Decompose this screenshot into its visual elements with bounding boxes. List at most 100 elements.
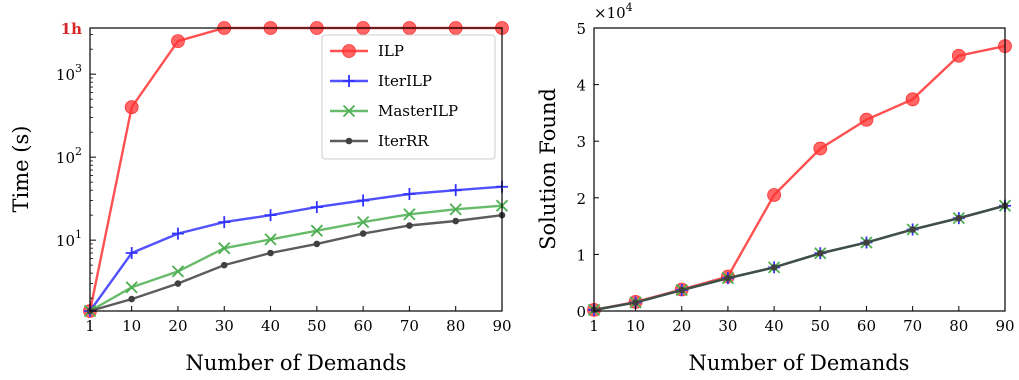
x-tick-label: 50 — [811, 317, 830, 335]
point-masterilp — [218, 242, 231, 255]
solution-chart-xlabel: Number of Demands — [689, 351, 910, 375]
y-tick-1h: 1h — [61, 20, 82, 38]
point-masterilp — [403, 208, 416, 221]
point-iterrr — [174, 280, 182, 287]
y-tick-exp: 3 — [75, 62, 82, 75]
point-ilp — [951, 48, 966, 63]
point-ilp — [171, 34, 185, 49]
time-chart-frame — [89, 27, 503, 312]
y-tick-label: 101 — [56, 228, 82, 250]
point-iterrr — [128, 295, 135, 303]
x-tick-label: 30 — [215, 317, 234, 335]
point-masterilp — [310, 224, 323, 237]
series-line-ilp — [593, 44, 1006, 312]
legend-marker-masterilp — [342, 104, 356, 118]
point-iterilp — [357, 194, 370, 207]
point-masterilp — [125, 281, 138, 294]
y-tick-label: 2 — [576, 190, 586, 208]
point-iterrr — [955, 214, 963, 222]
solution-chart-series — [587, 39, 1012, 317]
time-chart-xlabel: Number of Demands — [186, 351, 407, 375]
x-tick-label: 10 — [122, 317, 141, 335]
point-ilp — [767, 188, 782, 202]
y-tick-label: 3 — [576, 133, 586, 151]
multiplier-base: ×10 — [594, 4, 626, 22]
point-iterrr — [452, 217, 460, 225]
point-iterilp — [403, 187, 416, 200]
legend-label-iterilp: IterILP — [378, 72, 432, 90]
y-tick-label: 102 — [56, 145, 82, 167]
legend-marker-iterilp — [343, 75, 355, 87]
y-tick-exp: 2 — [75, 145, 82, 158]
point-ilp — [859, 112, 874, 127]
series-line-iterrr — [593, 204, 1006, 312]
series-line-iterilp — [89, 185, 503, 312]
y-tick-base: 10 — [56, 149, 75, 167]
y-tick-base: 10 — [56, 232, 75, 250]
y-tick-label: 103 — [56, 62, 82, 84]
point-masterilp — [356, 215, 370, 229]
x-tick-label: 70 — [903, 317, 922, 335]
point-iterrr — [678, 286, 686, 294]
solution-chart-frame — [593, 27, 1006, 312]
x-tick-label: 60 — [354, 317, 373, 335]
x-tick-label: 60 — [857, 317, 876, 335]
x-tick-label: 80 — [446, 317, 465, 335]
series-iterrr — [590, 202, 1009, 314]
y-tick-label: 5 — [576, 20, 586, 38]
x-tick-label: 10 — [626, 317, 645, 335]
point-iterrr — [359, 230, 367, 237]
point-masterilp — [449, 203, 462, 216]
x-tick-label: 30 — [718, 317, 737, 335]
x-tick-label: 40 — [261, 317, 280, 335]
point-ilp — [813, 141, 828, 156]
point-iterilp — [310, 201, 323, 214]
series-line-iterrr — [89, 214, 503, 313]
point-iterrr — [909, 226, 916, 233]
x-tick-label: 90 — [492, 317, 511, 335]
x-tick-label: 1 — [85, 317, 95, 335]
point-iterrr — [770, 264, 778, 271]
point-iterilp — [218, 216, 231, 229]
solution-chart-ylabel: Solution Found — [536, 88, 560, 250]
x-tick-label: 20 — [168, 317, 187, 335]
time-chart-legend: ILP IterILP MasterILP IterRR — [321, 34, 496, 160]
y-tick-label: 1 — [576, 246, 586, 264]
legend-marker-iterrr — [345, 137, 353, 145]
series-line-masterilp — [89, 204, 503, 313]
x-tick-label: 80 — [949, 317, 968, 335]
y-tick-exp: 1 — [75, 228, 82, 241]
point-iterrr — [313, 240, 321, 248]
point-iterilp — [449, 184, 462, 197]
series-ilp — [587, 39, 1012, 317]
point-iterrr — [632, 299, 639, 306]
legend-box — [321, 34, 496, 160]
point-iterilp — [125, 246, 138, 259]
point-masterilp — [171, 265, 185, 278]
point-iterrr — [406, 222, 413, 229]
legend-label-iterrr: IterRR — [378, 132, 429, 150]
y-tick-label: 4 — [576, 77, 586, 95]
series-iterrr — [86, 211, 506, 315]
point-iterrr — [816, 249, 824, 257]
time-chart-ylabel: Time (s) — [9, 126, 33, 213]
y-tick-label: 0 — [576, 303, 586, 321]
series-masterilp — [83, 199, 509, 318]
solution-chart-x-ticks: 1 10 20 30 40 50 60 70 80 90 — [589, 306, 1015, 335]
solution-chart-multiplier: ×104 — [594, 1, 633, 22]
legend-label-masterilp: MasterILP — [378, 102, 458, 120]
point-iterrr — [724, 274, 732, 282]
legend-marker-ilp — [342, 44, 356, 58]
y-tick-base: 10 — [56, 66, 75, 84]
time-chart-x-ticks: 1 10 20 30 40 50 60 70 80 90 — [85, 306, 512, 335]
x-tick-label: 70 — [400, 317, 419, 335]
x-tick-label: 40 — [765, 317, 784, 335]
point-iterrr — [267, 249, 274, 257]
point-ilp — [124, 100, 139, 115]
point-iterilp — [171, 227, 184, 240]
point-iterrr — [220, 261, 228, 269]
